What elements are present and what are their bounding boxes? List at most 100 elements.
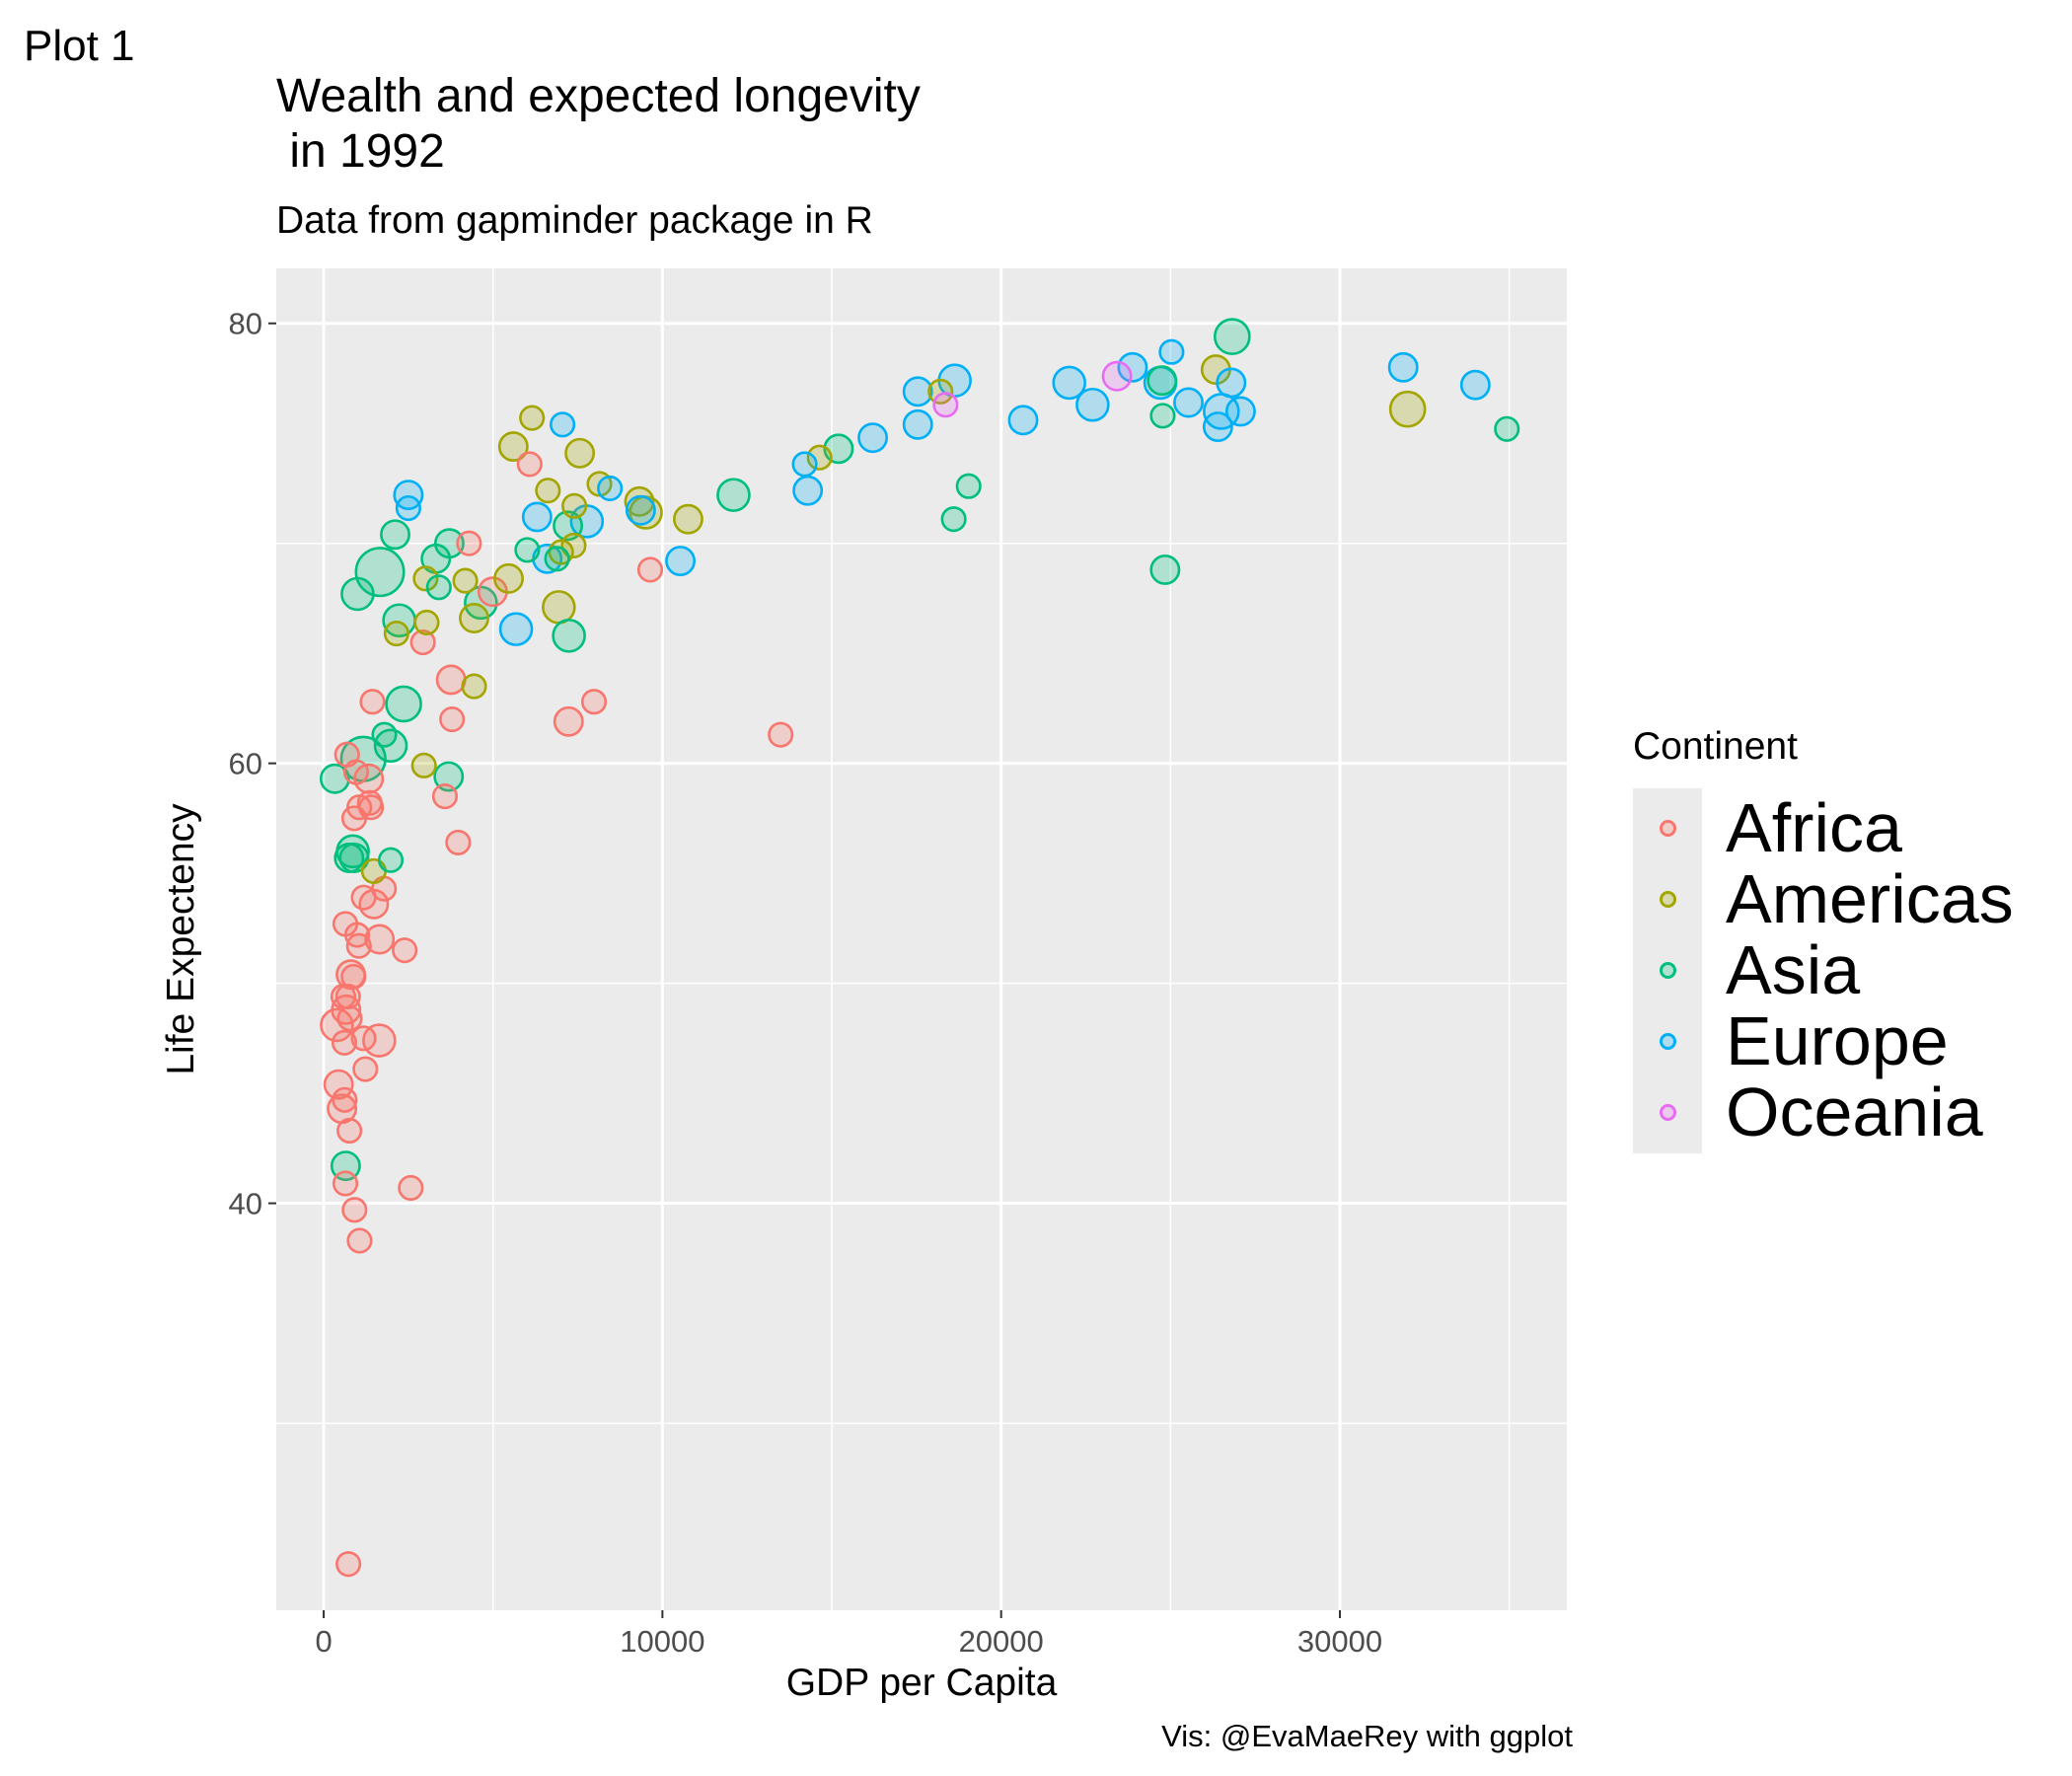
data-point-africa: [359, 689, 386, 715]
data-point-europe: [857, 422, 889, 454]
data-point-asia: [552, 619, 586, 653]
data-point-africa: [516, 451, 543, 478]
grid-lines: [276, 268, 1567, 1610]
data-point-europe: [1387, 351, 1419, 383]
data-point-americas: [410, 752, 437, 778]
data-point-asia: [1147, 365, 1178, 397]
data-point-asia: [338, 843, 370, 873]
data-point-asia: [514, 537, 541, 563]
data-point-africa: [553, 705, 584, 737]
data-point-europe: [550, 411, 576, 438]
data-point-europe: [902, 376, 933, 407]
legend-dot-icon: [1659, 961, 1676, 979]
legend-label: Africa: [1726, 789, 1902, 866]
legend-key: [1633, 863, 1702, 934]
data-point-americas: [673, 503, 703, 535]
data-point-oceania: [932, 392, 959, 418]
data-point-asia: [1149, 403, 1176, 429]
legend-item-americas: Americas: [1633, 863, 2014, 934]
y-tick-label: 80: [229, 307, 262, 341]
data-point-americas: [452, 567, 479, 594]
data-point-africa: [435, 664, 467, 696]
data-point-americas: [1388, 390, 1427, 428]
data-point-europe: [498, 612, 534, 646]
data-point-africa: [636, 556, 664, 583]
data-point-europe: [393, 480, 424, 511]
data-point-africa: [398, 1174, 424, 1201]
data-point-europe: [625, 494, 656, 526]
chart-caption: Vis: @EvaMaeRey with ggplot: [1161, 1719, 1573, 1753]
data-point-americas: [927, 378, 954, 405]
data-point-africa: [333, 741, 360, 768]
data-point-europe: [792, 475, 824, 506]
data-point-africa: [353, 763, 385, 794]
data-point-asia: [354, 547, 406, 598]
data-point-africa: [323, 1069, 354, 1100]
data-point-americas: [413, 609, 440, 636]
data-point-europe: [1075, 387, 1110, 422]
data-point-africa: [352, 1056, 379, 1082]
axes: 40 60 80 0 10000 20000 30000: [229, 307, 1383, 1659]
legend: Continent Africa Americas Asia Europe Oceani…: [1633, 725, 2014, 1153]
data-point-europe: [1007, 405, 1039, 436]
data-point-asia: [716, 478, 751, 512]
data-point-africa: [341, 1197, 368, 1223]
data-point-americas: [383, 621, 409, 647]
x-tick-label: 10000: [620, 1624, 704, 1659]
legend-item-africa: Africa: [1633, 792, 1902, 863]
data-point-europe: [665, 546, 697, 576]
data-point-africa: [580, 689, 608, 715]
data-point-asia: [371, 721, 398, 748]
data-point-asia: [385, 685, 422, 723]
data-point-africa: [445, 829, 472, 855]
data-point-africa: [340, 963, 367, 990]
legend-dot-icon: [1659, 819, 1676, 837]
data-point-asia: [377, 847, 405, 873]
y-tick-label: 60: [229, 747, 262, 781]
x-tick-label: 20000: [959, 1624, 1044, 1659]
legend-key: [1633, 792, 1702, 863]
x-tick-label: 30000: [1297, 1624, 1382, 1659]
data-point-americas: [560, 532, 587, 558]
legend-label: Oceania: [1726, 1073, 1983, 1150]
data-point-africa: [431, 783, 459, 810]
data-point-europe: [1202, 411, 1233, 442]
data-point-asia: [380, 519, 410, 551]
data-point-africa: [332, 1086, 358, 1113]
data-point-asia: [1213, 318, 1251, 355]
data-point-oceania: [1101, 360, 1133, 392]
x-tick-label: 0: [315, 1624, 332, 1659]
data-point-asia: [940, 506, 967, 533]
legend-key: [1633, 934, 1702, 1005]
data-point-americas: [412, 565, 439, 592]
data-point-africa: [336, 1005, 363, 1032]
chart-title: Wealth and expected longevity in 1992: [276, 70, 921, 178]
data-point-americas: [624, 485, 655, 517]
legend-dot-icon: [1659, 1032, 1676, 1050]
data-point-africa: [358, 794, 385, 821]
data-point-asia: [1494, 415, 1520, 442]
data-point-africa: [364, 924, 396, 955]
data-point-africa: [332, 911, 359, 937]
data-point-americas: [564, 437, 596, 469]
data-point-africa: [392, 937, 418, 964]
data-point-americas: [561, 492, 588, 519]
data-point-africa: [320, 1007, 354, 1043]
legend-title: Continent: [1633, 725, 1798, 768]
legend-item-asia: Asia: [1633, 934, 1860, 1005]
data-point-europe: [597, 475, 624, 502]
data-point-americas: [493, 562, 524, 594]
data-point-africa: [768, 721, 794, 748]
data-point-europe: [1158, 338, 1185, 365]
data-point-asia: [433, 761, 465, 792]
data-point-europe: [395, 494, 421, 522]
legend-dot-icon: [1659, 890, 1676, 908]
legend-key: [1633, 1076, 1702, 1147]
data-point-europe: [902, 408, 933, 440]
data-point-africa: [331, 1029, 358, 1056]
legend-item-oceania: Oceania: [1633, 1076, 1983, 1147]
data-point-africa: [332, 1170, 359, 1197]
data-point-americas: [459, 603, 489, 633]
data-point-americas: [519, 405, 546, 431]
